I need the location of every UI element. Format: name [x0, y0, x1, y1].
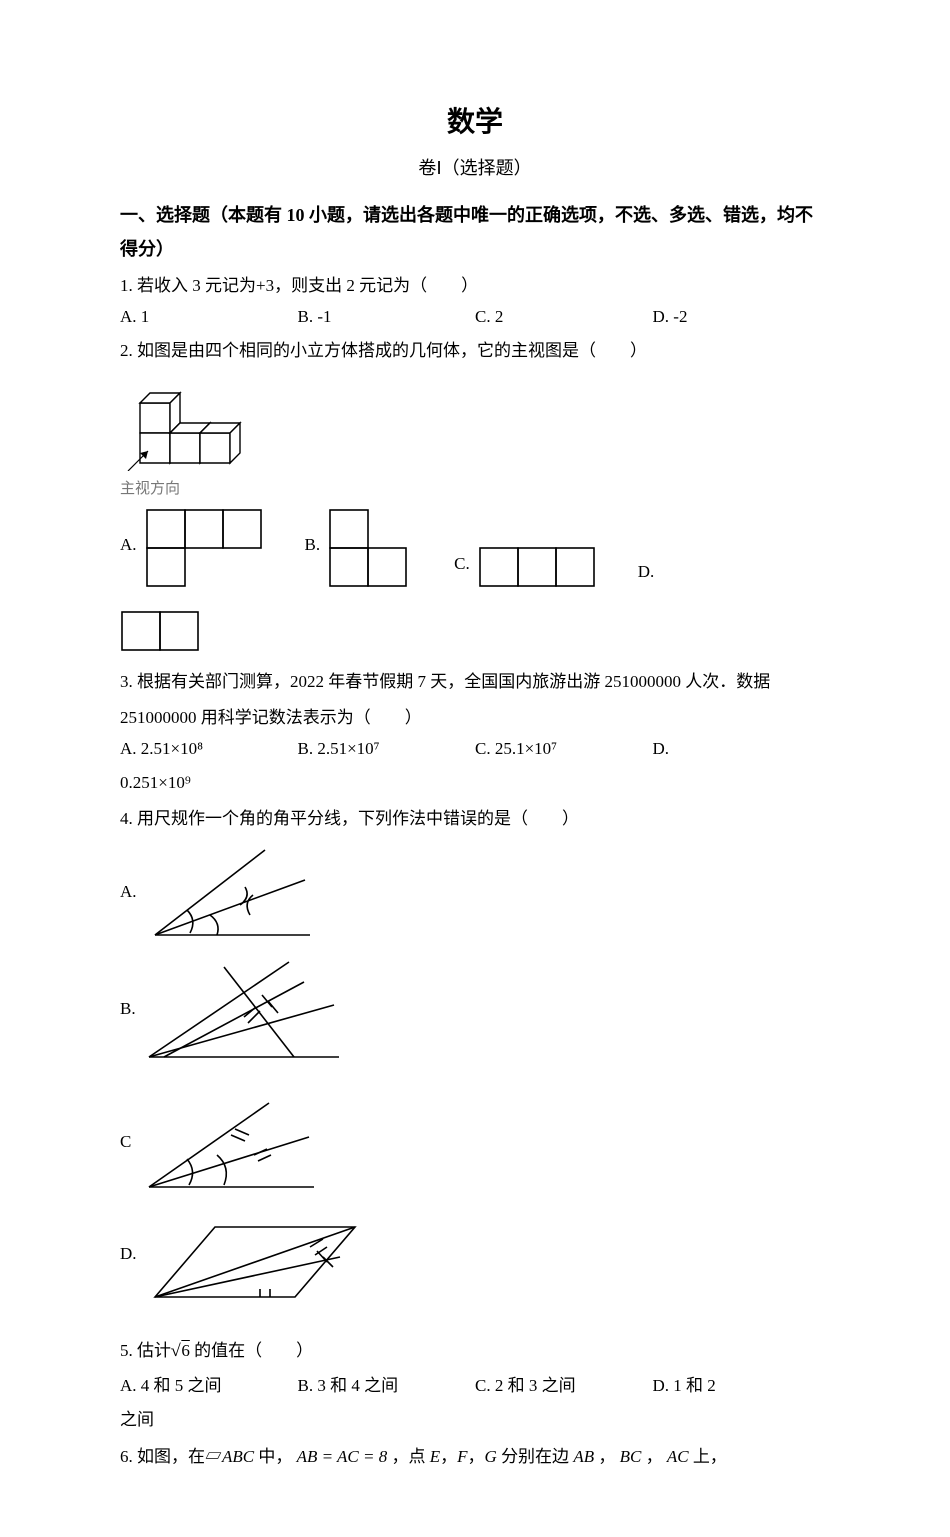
section-heading: 一、选择题（本题有 10 小题，请选出各题中唯一的正确选项，不选、多选、错选，均…	[120, 198, 830, 266]
grid-shape-a	[145, 508, 265, 588]
bisector-b-icon	[144, 957, 344, 1067]
q5-opt-d: D. 1 和 2	[653, 1371, 831, 1396]
q1-options: A. 1 B. -1 C. 2 D. -2	[120, 307, 830, 327]
q3-line1: 3. 根据有关部门测算，2022 年春节假期 7 天，全国国内旅游出游 2510…	[120, 666, 830, 698]
q3-opt-c: C. 25.1×10⁷	[475, 739, 653, 759]
q2-opt-d-fig	[120, 610, 830, 652]
q2-opt-c: C.	[454, 546, 598, 588]
q5-opt-c: C. 2 和 3 之间	[475, 1371, 653, 1396]
grid-shape-d	[120, 610, 202, 652]
q3-opt-a: A. 2.51×10⁸	[120, 739, 298, 759]
q4-text: 4. 用尺规作一个角的角平分线，下列作法中错误的是（ ）	[120, 803, 830, 835]
bisector-a-icon	[145, 845, 315, 945]
q4-opt-a: A.	[120, 845, 461, 945]
q2-caption: 主视方向	[120, 477, 830, 498]
q1-opt-c: C. 2	[475, 307, 653, 327]
q2-opt-b: B.	[305, 508, 415, 588]
q4-options-row1: A. B.	[120, 845, 830, 1079]
q2-options: A. B. C.	[120, 508, 830, 600]
q5-opt-a: A. 4 和 5 之间	[120, 1371, 298, 1396]
q5-extra: 之间	[120, 1404, 830, 1436]
q1-opt-a: A. 1	[120, 307, 298, 327]
grid-shape-c	[478, 546, 598, 588]
page: 数学 卷Ⅰ（选择题） 一、选择题（本题有 10 小题，请选出各题中唯一的正确选项…	[0, 0, 950, 1537]
page-title: 数学	[120, 100, 830, 140]
q5-options: A. 4 和 5 之间 B. 3 和 4 之间 C. 2 和 3 之间 D. 1…	[120, 1371, 830, 1396]
q1-opt-b: B. -1	[298, 307, 476, 327]
q3-options: A. 2.51×10⁸ B. 2.51×10⁷ C. 25.1×10⁷ D.	[120, 739, 830, 759]
q2-opt-a: A.	[120, 508, 265, 588]
q2-opt-d: D.	[638, 562, 663, 588]
q6-text: 6. 如图，在▱ABC 中， AB = AC = 8 ，点 E，F，G 分别在边…	[120, 1441, 830, 1473]
q4-options-row2: C D.	[120, 1095, 830, 1319]
q4-opt-c: C	[120, 1095, 461, 1195]
q2-figure: 主视方向	[120, 371, 830, 498]
q5-opt-b: B. 3 和 4 之间	[298, 1371, 476, 1396]
q1-text: 1. 若收入 3 元记为+3，则支出 2 元记为（ ）	[120, 270, 830, 302]
q2-text: 2. 如图是由四个相同的小立方体搭成的几何体，它的主视图是（ ）	[120, 335, 830, 367]
page-subtitle: 卷Ⅰ（选择题）	[120, 154, 830, 180]
q3-extra: 0.251×10⁹	[120, 767, 830, 799]
sqrt-expr: √6	[171, 1341, 190, 1360]
q5-text: 5. 估计√6 的值在（ ）	[120, 1335, 830, 1367]
q4-opt-b: B.	[120, 957, 461, 1067]
bisector-d-icon	[145, 1207, 365, 1307]
grid-shape-b	[328, 508, 414, 588]
bisector-c-icon	[139, 1095, 319, 1195]
q1-opt-d: D. -2	[653, 307, 831, 327]
q3-opt-d: D.	[653, 739, 831, 759]
q3-opt-b: B. 2.51×10⁷	[298, 739, 476, 759]
cubes-icon	[120, 371, 280, 471]
q3-line2: 251000000 用科学记数法表示为（ ）	[120, 702, 830, 734]
q4-opt-d: D.	[120, 1207, 461, 1307]
